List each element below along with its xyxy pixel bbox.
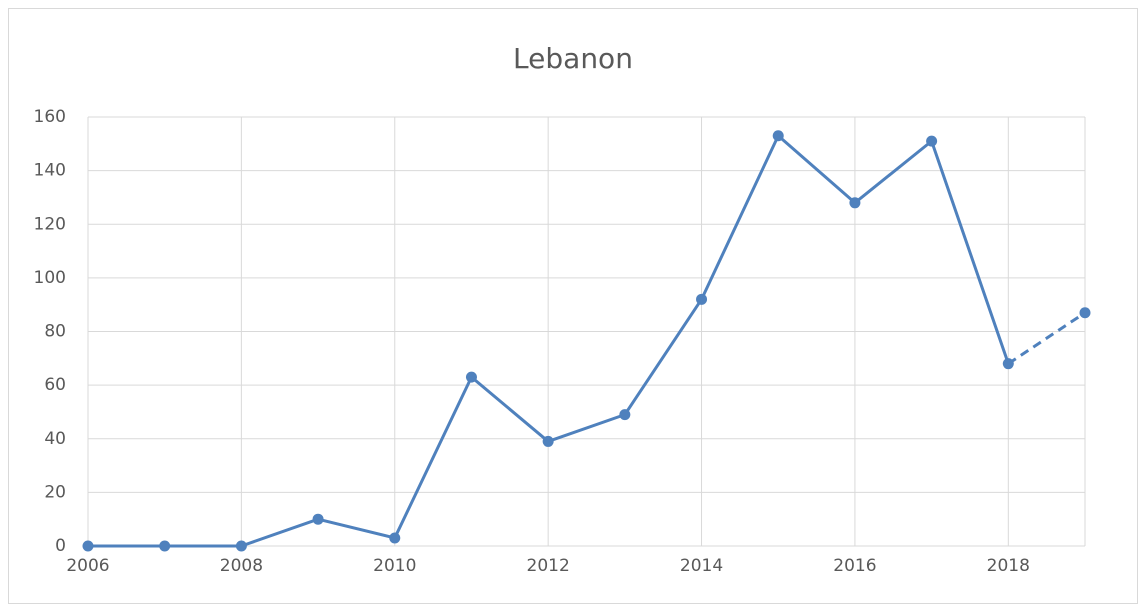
y-tick-label: 120 [34,214,66,234]
x-tick-label: 2008 [220,556,263,576]
data-point [619,409,631,421]
x-tick-label: 2018 [987,556,1030,576]
x-tick-label: 2012 [527,556,570,576]
y-tick-label: 20 [44,482,66,502]
y-tick-label: 40 [44,429,66,449]
data-point [1002,358,1014,370]
data-point [312,513,324,525]
chart-frame [8,8,1138,604]
data-point [465,371,477,383]
data-point [849,197,861,209]
y-tick-label: 60 [44,375,66,395]
y-tick-label: 140 [34,161,66,181]
data-point [389,532,401,544]
data-point [1079,307,1091,319]
data-point [542,435,554,447]
data-point [772,130,784,142]
y-tick-label: 100 [34,268,66,288]
data-point [926,135,938,147]
data-point [696,293,708,305]
data-point [159,540,171,552]
dashed-line [1007,311,1086,365]
y-tick-label: 160 [34,107,66,127]
x-tick-label: 2014 [680,556,723,576]
x-tick-label: 2006 [66,556,109,576]
y-tick-label: 80 [44,322,66,342]
data-point [82,540,94,552]
x-tick-label: 2016 [833,556,876,576]
y-tick-label: 0 [55,536,66,556]
chart-title: Lebanon [513,42,633,75]
data-point [235,540,247,552]
x-tick-label: 2010 [373,556,416,576]
